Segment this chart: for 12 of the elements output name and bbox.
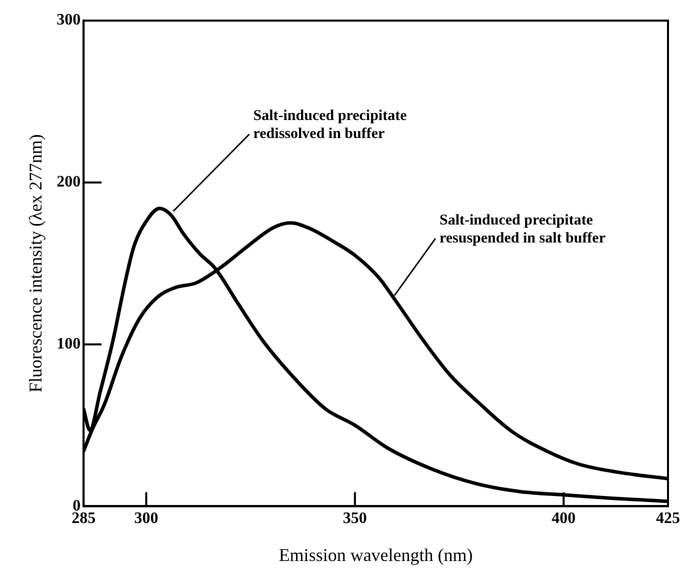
annotation: Salt-induced precipitate redissolved in buffer — [253, 108, 408, 142]
x-tick-label: 300 — [134, 510, 158, 527]
x-tick-label: 400 — [552, 510, 576, 527]
annotation: Salt-induced precipitate resuspended in salt buffer — [439, 212, 606, 246]
x-tick-label: 285 — [72, 510, 96, 527]
y-tick-label: 300 — [56, 12, 81, 29]
x-tick-label: 425 — [656, 510, 680, 527]
x-axis-title: Emission wavelength (nm) — [278, 544, 473, 565]
x-tick-label: 350 — [342, 510, 367, 527]
y-axis-title: Fluorescence intensity (λex 277nm) — [26, 134, 46, 392]
y-tick-label: 200 — [56, 174, 81, 191]
y-tick-label: 100 — [56, 335, 81, 352]
